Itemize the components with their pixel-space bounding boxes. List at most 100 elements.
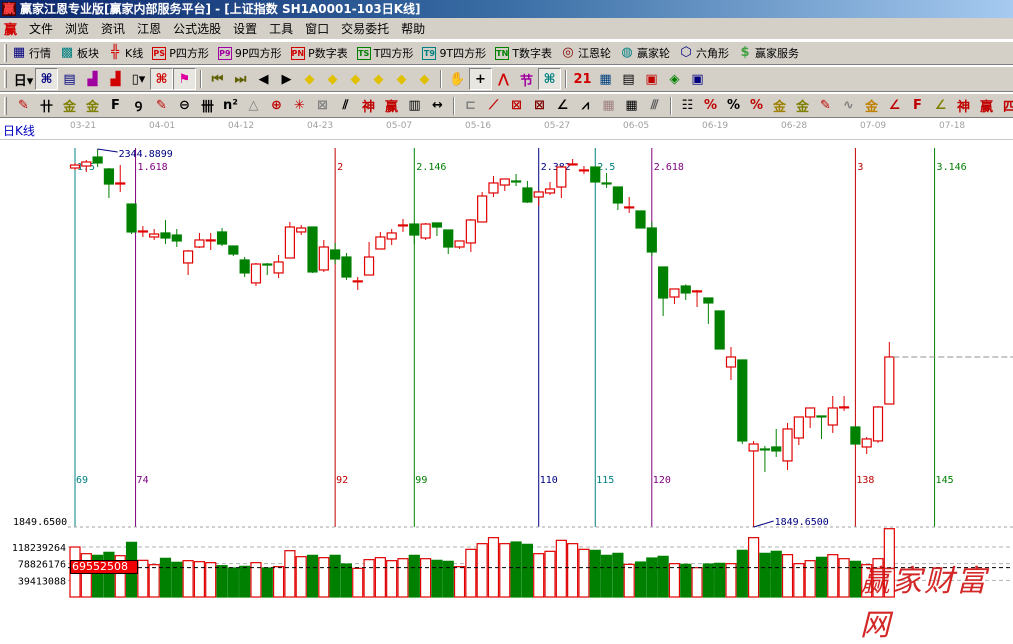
grid-arrow-icon[interactable]: ▦	[625, 98, 638, 113]
toolbar-grip[interactable]	[4, 44, 7, 62]
circle-ruler-icon[interactable]: ⊖	[179, 98, 190, 113]
shen-icon[interactable]: 神	[361, 100, 375, 115]
network-icon[interactable]: ◈	[669, 71, 680, 87]
save-icon[interactable]: ▣	[645, 71, 658, 87]
toolbar-button-ps[interactable]: PS P四方形	[152, 45, 209, 61]
percent-icon[interactable]: %	[726, 98, 741, 113]
pen-ruler-icon[interactable]: ✎	[156, 98, 167, 113]
menu-item-9[interactable]: 帮助	[401, 22, 426, 36]
sine-icon[interactable]: ∿	[843, 98, 854, 113]
grid-pattern-icon[interactable]: ⌘	[538, 68, 561, 90]
period-day-dropdown[interactable]: 日▾	[13, 73, 34, 89]
toolbar-grip[interactable]	[4, 96, 7, 115]
parallel-icon[interactable]: ⫻	[650, 98, 659, 113]
spiral-lines-icon[interactable]: Ꝯ	[134, 99, 143, 115]
gold-red-icon[interactable]: 金	[864, 100, 878, 115]
expand-all-icon[interactable]: ◆	[396, 71, 407, 87]
toolbar-button-tn[interactable]: TN T数字表	[495, 45, 552, 61]
move-left-icon[interactable]: ◆	[304, 71, 315, 87]
flag-icon[interactable]: ⚑	[173, 68, 196, 90]
star-icon[interactable]: ✳	[294, 98, 305, 113]
angle-lines-icon[interactable]: ⫽	[342, 98, 349, 113]
move-right-icon[interactable]: ◆	[327, 71, 338, 87]
ying-icon[interactable]: 赢	[384, 100, 398, 115]
toolbar-button-kline[interactable]: ╬ K线	[108, 45, 143, 61]
box-icon[interactable]: ⊏	[465, 98, 476, 113]
calendar-icon[interactable]: 21	[573, 71, 592, 87]
triangle-icon[interactable]: △	[248, 98, 259, 113]
toolbar-button-hexagon[interactable]: ⬡ 六角形	[679, 45, 729, 61]
cycle-lines-icon[interactable]: 卌	[200, 100, 214, 115]
toolbar-button-p9[interactable]: P9 9P四方形	[217, 45, 282, 61]
computer-icon[interactable]: ▣	[691, 71, 704, 87]
crosshair-icon[interactable]: +	[469, 68, 492, 90]
notepad-icon[interactable]: ▤	[622, 71, 635, 87]
toolbar-button-t9[interactable]: T9 9T四方形	[422, 45, 486, 61]
table-lines-icon[interactable]: ☷	[681, 98, 694, 113]
menu-item-3[interactable]: 江恩	[137, 22, 162, 36]
gold-lines2-icon[interactable]: 金	[85, 100, 99, 115]
fan-icon[interactable]: ⟋	[488, 98, 499, 113]
hand-icon[interactable]: ✋	[449, 71, 466, 87]
percent-fan-icon[interactable]: %	[703, 98, 718, 113]
zigzag-icon[interactable]: ⩘	[581, 98, 590, 113]
menu-item-0[interactable]: 文件	[29, 22, 54, 36]
kline-chart[interactable]: 1.5691.618742922.146992.3821102.51152.61…	[0, 140, 1013, 598]
gann-lines-icon[interactable]: 卄	[39, 100, 53, 115]
menu-item-5[interactable]: 设置	[233, 22, 258, 36]
toolbar-grip[interactable]	[4, 70, 7, 88]
menu-item-7[interactable]: 窗口	[305, 22, 330, 36]
f-angle-icon[interactable]: F	[913, 98, 922, 113]
app-menu-logo-icon[interactable]: 赢	[4, 23, 18, 38]
shen-angle-icon[interactable]: 神	[956, 100, 970, 115]
steps9-icon[interactable]: ▟	[110, 71, 121, 87]
menu-item-6[interactable]: 工具	[269, 22, 294, 36]
gold-lines3-icon[interactable]: 金	[795, 100, 809, 115]
fib-lines-icon[interactable]: F	[111, 98, 120, 113]
prev-icon[interactable]: ◀	[258, 71, 269, 87]
percent-lines-icon[interactable]: %	[749, 98, 764, 113]
next-icon[interactable]: ▶	[281, 71, 292, 87]
grid-icon[interactable]: ▦	[602, 98, 615, 113]
menu-item-8[interactable]: 交易委托	[341, 22, 390, 36]
gold-lines-icon[interactable]: 金	[62, 100, 76, 115]
expand-v-icon[interactable]: ◆	[419, 71, 430, 87]
ruler-icon[interactable]: ▥	[408, 98, 421, 113]
toolbar-button-dollar-service[interactable]: $ 赢家服务	[738, 45, 800, 61]
swing-points-icon[interactable]: ⋀	[498, 71, 509, 87]
gann-fan-box-icon[interactable]: ⊠	[534, 98, 545, 113]
gold-coin-icon[interactable]: 金	[772, 100, 786, 115]
first-bar-icon[interactable]: ⏮	[211, 71, 224, 87]
calculator-icon[interactable]: ▦	[599, 71, 612, 87]
ying-angle-icon[interactable]: 赢	[979, 100, 993, 115]
toolbar-button-pn[interactable]: PN P数字表	[290, 45, 348, 61]
toolbar-button-quote-table[interactable]: ▦ 行情	[12, 45, 51, 61]
n-square-icon[interactable]: n²	[223, 98, 238, 113]
shrink-h-icon[interactable]: ◆	[373, 71, 384, 87]
four-angle-icon[interactable]: 四	[998, 95, 1013, 117]
toolbar-button-winner-wheel[interactable]: ◍ 赢家轮	[620, 45, 670, 61]
pen-bar-icon[interactable]: ✎	[820, 98, 831, 113]
target-icon[interactable]: ⊕	[271, 98, 282, 113]
menu-item-1[interactable]: 浏览	[65, 22, 90, 36]
candle-type-dropdown[interactable]: ▯▾	[131, 71, 146, 87]
notes-icon[interactable]: ▤	[63, 71, 76, 87]
swing-icon[interactable]: ⌘	[150, 68, 173, 90]
toolbar-button-gann-wheel[interactable]: ◎ 江恩轮	[561, 45, 611, 61]
gann-box-icon[interactable]: ⊠	[511, 98, 522, 113]
solar-term-icon[interactable]: 节	[519, 73, 533, 89]
gold-angle-icon[interactable]: ∠	[934, 98, 947, 113]
expand-h-icon[interactable]: ◆	[350, 71, 361, 87]
toolbar-button-ts[interactable]: TS T四方形	[356, 45, 413, 61]
menu-item-2[interactable]: 资讯	[101, 22, 126, 36]
j-angle-icon[interactable]: ∠	[888, 98, 901, 113]
square-box-icon[interactable]: ⊠	[317, 98, 328, 113]
pen-draw-icon[interactable]: ✎	[18, 98, 29, 113]
angle-fan-icon[interactable]: ∠	[556, 98, 569, 113]
pattern-icon[interactable]: ⌘	[35, 68, 58, 90]
menu-item-4[interactable]: 公式选股	[173, 22, 222, 36]
steps3-icon[interactable]: ▟	[87, 71, 98, 87]
width-icon[interactable]: ↔	[432, 98, 443, 113]
toolbar-button-sector-grid[interactable]: ▩ 板块	[60, 45, 99, 61]
last-bar-icon[interactable]: ⏭	[234, 71, 247, 87]
